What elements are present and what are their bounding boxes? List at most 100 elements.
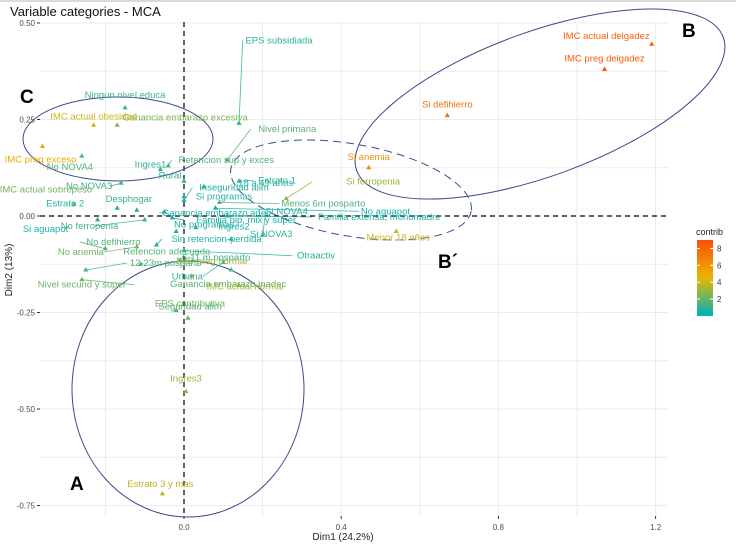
point-marker (228, 236, 234, 241)
point-label: Si defihierro (422, 100, 473, 111)
region-label-b-prime: B´ (438, 252, 458, 273)
point-marker (283, 195, 289, 201)
leader-line (94, 219, 145, 227)
point-label: IMC actual delgadez (563, 31, 650, 42)
leader-line (104, 246, 137, 253)
ellipse-a (71, 260, 305, 518)
point-label: Si aguapot (23, 224, 69, 235)
point-marker (39, 143, 46, 149)
region-annotations: A B B´ C (20, 21, 696, 495)
point-marker (177, 257, 183, 262)
point-label: Seguridad alim (158, 302, 221, 313)
legend-title: contrib (696, 227, 723, 237)
leader-line (79, 241, 106, 250)
y-tick-label: -0.25 (17, 309, 36, 318)
point-label: IMC preg normal (176, 256, 247, 267)
point-marker (71, 201, 77, 206)
point-label: No defihierro (86, 237, 140, 248)
ellipse-b (354, 8, 726, 200)
point-label: 18 a 49 años (238, 178, 293, 189)
point-label: Menos 6m posparto (281, 198, 365, 209)
point-label: Sin retencion-perdida (171, 234, 262, 245)
leader-line (285, 181, 313, 199)
region-label-a: A (70, 474, 84, 495)
point-marker (183, 388, 189, 394)
point-marker (601, 66, 608, 71)
point-label: Desphogar (106, 194, 152, 205)
point-label: Otraactiv (297, 251, 335, 262)
leader-line (227, 215, 312, 218)
legend-tick-label: 8 (717, 244, 722, 253)
reference-lines (40, 22, 668, 516)
point-marker (444, 112, 450, 118)
point-marker (91, 122, 97, 127)
point-marker (173, 228, 179, 233)
point-marker (216, 199, 222, 204)
y-tick-label: -0.50 (17, 405, 36, 414)
point-marker (142, 216, 148, 222)
leader-line (238, 40, 244, 124)
region-label-b: B (682, 21, 696, 42)
label-leader-lines (79, 40, 360, 286)
point-label: IMC preg delgadez (564, 53, 645, 64)
leader-line (226, 128, 252, 161)
point-label: IMC preg exceso (5, 155, 77, 166)
point-label: EPS contributiva (155, 298, 226, 309)
point-label: 6-11 m posparto (182, 252, 250, 263)
point-label: Rural (159, 170, 182, 181)
point-marker (138, 261, 144, 266)
point-label: Ningun nivel educa (85, 90, 167, 101)
point-marker (181, 178, 187, 183)
x-tick-label: 0.0 (178, 523, 190, 532)
point-label: Retencion adecuada (123, 246, 211, 257)
point-label: Ganancia embarazo adec (162, 208, 271, 219)
point-marker (114, 122, 120, 127)
leader-line (262, 211, 267, 236)
point-label: 12-23m posparto (130, 258, 202, 269)
point-label: Si programas (196, 192, 253, 203)
point-label: Si anemia (348, 152, 391, 163)
point-marker (189, 272, 195, 278)
point-marker (193, 224, 199, 230)
point-marker (236, 178, 242, 183)
point-marker (165, 162, 171, 168)
point-labels-layer: IMC actual delgadez IMC preg delgadez Si d… (0, 31, 650, 490)
point-label: Familia bip, mix y super (196, 215, 296, 226)
point-label: Ingres3 (170, 374, 202, 385)
point-marker (236, 282, 242, 287)
point-label: Si NOVA4 (265, 206, 308, 217)
point-label: Estrato 2 (46, 198, 84, 209)
y-tick-label: 0.00 (19, 212, 35, 221)
point-label: Nivel secund y super (38, 280, 126, 291)
point-marker (169, 214, 175, 220)
point-marker (159, 490, 165, 496)
leader-line (172, 217, 184, 221)
panel-background (40, 22, 668, 516)
point-marker (118, 180, 124, 185)
point-marker (220, 259, 226, 264)
legend-tick-label: 2 (717, 295, 722, 304)
leader-line (238, 179, 254, 182)
point-marker (212, 205, 219, 210)
point-label: Urbana (172, 271, 204, 282)
y-axis-label: Dim2 (13%) (4, 244, 15, 297)
point-label: No programas (174, 219, 234, 230)
cluster-ellipses (22, 8, 726, 518)
x-tick-label: 0.8 (493, 523, 505, 532)
point-marker (157, 166, 164, 172)
point-marker (260, 232, 266, 237)
leader-line (183, 187, 193, 201)
point-label: Inseguridad alim (199, 183, 269, 194)
point-label: IMC actual obesidad (50, 111, 137, 122)
point-marker (228, 267, 234, 272)
point-label: IMC actual normal (206, 281, 283, 292)
point-marker (201, 184, 207, 189)
point-label: No ferropenia (61, 221, 119, 232)
point-label: Ingres2 (218, 222, 250, 233)
point-marker (236, 120, 242, 125)
point-label: Retencion sup y exces (178, 155, 274, 166)
point-label: Si ferropenia (346, 177, 401, 188)
point-marker (185, 315, 191, 320)
